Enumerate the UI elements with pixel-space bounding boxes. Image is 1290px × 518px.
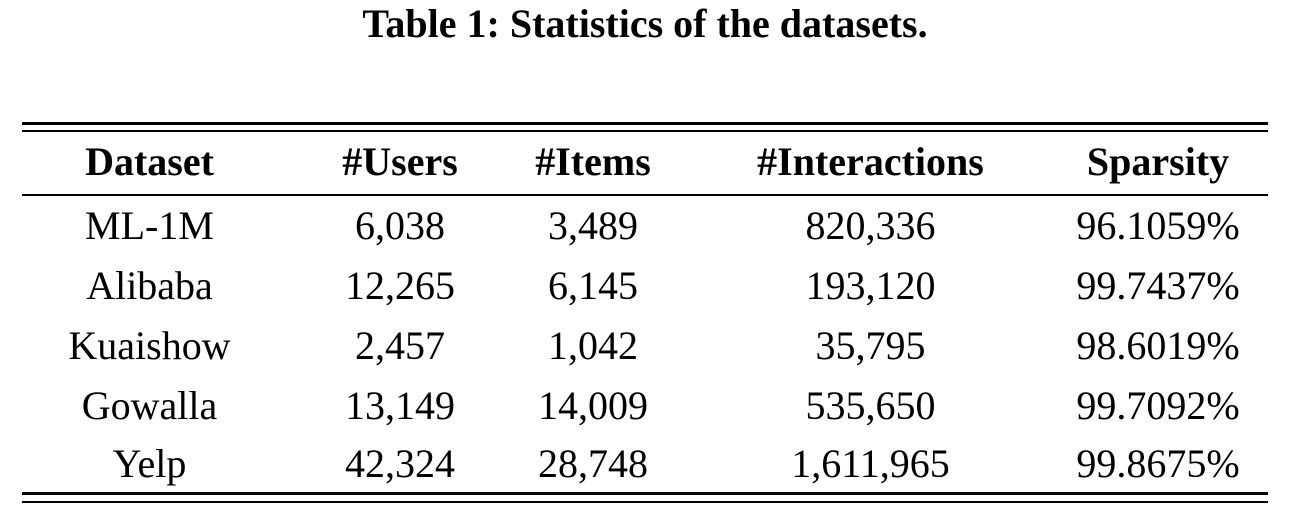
cell-users: 42,324 [345, 441, 455, 486]
table-row: ML-1M 6,038 3,489 820,336 96.1059% [22, 196, 1268, 256]
cell-interactions: 35,795 [815, 323, 926, 368]
cell-interactions: 193,120 [805, 263, 936, 308]
cell-users: 2,457 [355, 323, 445, 368]
cell-sparsity: 99.7437% [1076, 263, 1240, 308]
cell-items: 1,042 [548, 323, 638, 368]
cell-dataset: Alibaba [86, 263, 213, 308]
header-items: #Items [535, 139, 651, 184]
table-row: Yelp 42,324 28,748 1,611,965 99.8675% [22, 434, 1268, 494]
table-row: Kuaishow 2,457 1,042 35,795 98.6019% [22, 316, 1268, 376]
cell-items: 28,748 [538, 441, 648, 486]
header-sparsity: Sparsity [1086, 139, 1230, 184]
header-dataset: Dataset [85, 139, 214, 184]
cell-sparsity: 99.8675% [1076, 441, 1240, 486]
top-rule-1 [22, 122, 1268, 125]
header-users: #Users [342, 139, 458, 184]
cell-users: 13,149 [345, 383, 455, 428]
cell-dataset: Gowalla [81, 383, 218, 428]
table-row: Gowalla 13,149 14,009 535,650 99.7092% [22, 376, 1268, 436]
header-rule [22, 194, 1268, 196]
cell-users: 6,038 [355, 203, 445, 248]
cell-sparsity: 99.7092% [1076, 383, 1240, 428]
cell-sparsity: 98.6019% [1076, 323, 1240, 368]
bottom-rule-2 [22, 501, 1268, 503]
cell-dataset: Yelp [112, 441, 187, 486]
cell-dataset: Kuaishow [68, 323, 231, 368]
cell-users: 12,265 [345, 263, 455, 308]
cell-interactions: 820,336 [805, 203, 936, 248]
cell-sparsity: 96.1059% [1076, 203, 1240, 248]
table-row: Alibaba 12,265 6,145 193,120 99.7437% [22, 256, 1268, 316]
table-caption: Table 1: Statistics of the datasets. [362, 1, 928, 46]
cell-interactions: 535,650 [805, 383, 936, 428]
bottom-rule-1 [22, 492, 1268, 495]
header-interactions: #Interactions [757, 139, 984, 184]
cell-interactions: 1,611,965 [791, 441, 950, 486]
top-rule-2 [22, 130, 1268, 132]
cell-dataset: ML-1M [85, 203, 214, 248]
cell-items: 14,009 [538, 383, 648, 428]
cell-items: 3,489 [548, 203, 638, 248]
cell-items: 6,145 [548, 263, 638, 308]
header-row: Dataset #Users #Items #Interactions Spar… [22, 132, 1268, 192]
